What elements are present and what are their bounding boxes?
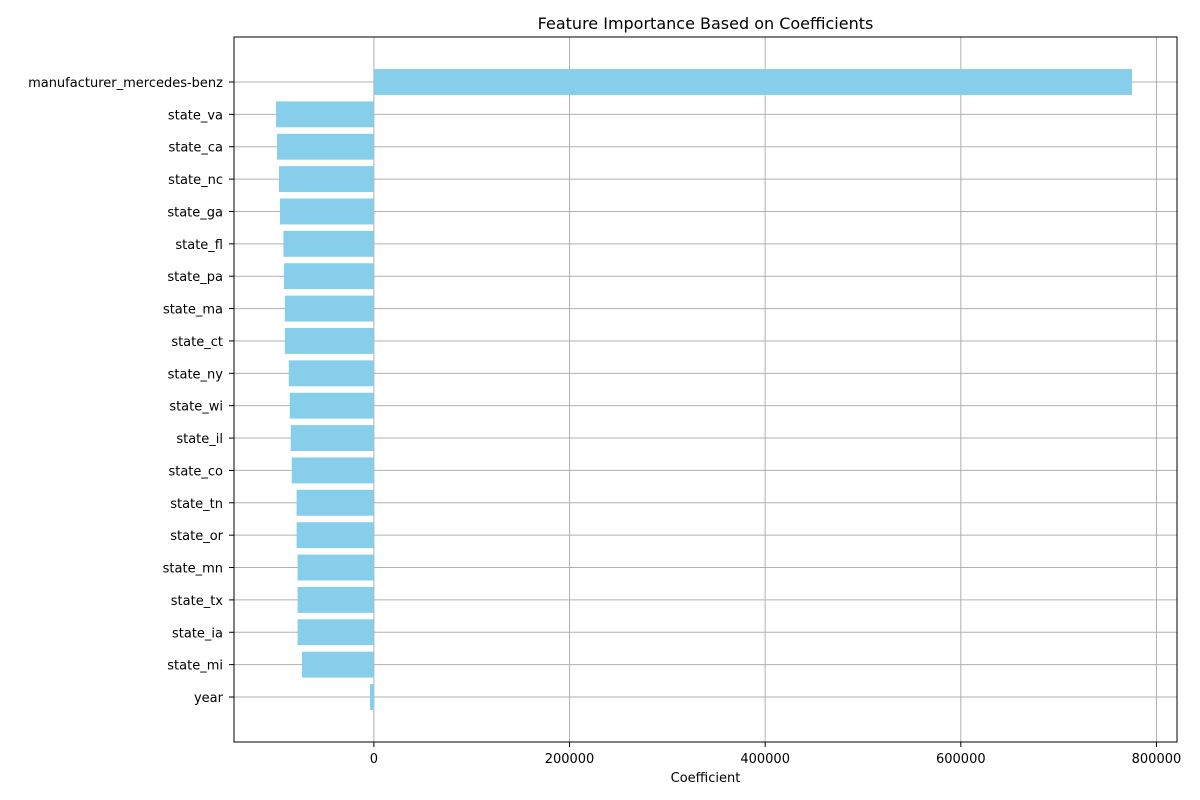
y-tick-label: state_va xyxy=(168,108,223,123)
bar-state_mi xyxy=(301,651,374,678)
bar-manufacturer_mercedes-benz xyxy=(373,69,1133,95)
bar-state_or xyxy=(296,522,374,549)
bar-state_tx xyxy=(297,586,374,613)
bar-state_wi xyxy=(289,392,374,419)
y-tick-label: manufacturer_mercedes-benz xyxy=(28,76,223,91)
bar-state_mn xyxy=(297,554,374,581)
bar-state_nc xyxy=(278,166,374,193)
y-tick-label: state_pa xyxy=(167,270,223,285)
y-tick-label: state_co xyxy=(168,464,223,479)
x-tick-labels: 0 200000 400000 600000 800000 xyxy=(370,742,1182,767)
bar-state_co xyxy=(291,457,374,484)
bar-state_ga xyxy=(279,198,374,225)
y-tick-label: year xyxy=(194,691,224,706)
bar-state_pa xyxy=(283,263,374,290)
bar-state_ct xyxy=(284,328,374,354)
y-tick-label: state_ca xyxy=(168,141,223,156)
x-axis-label: Coefficient xyxy=(671,771,741,786)
y-tick-label: state_fl xyxy=(175,238,223,253)
y-tick-label: state_ny xyxy=(168,367,224,382)
plot-frame xyxy=(233,36,1178,743)
bar-state_il xyxy=(290,425,374,451)
bar-year xyxy=(369,684,374,710)
bar-state_ny xyxy=(288,360,374,387)
y-tick-label: state_il xyxy=(176,432,223,447)
y-tick-label: state_tx xyxy=(171,594,224,609)
bar-state_ca xyxy=(277,133,374,160)
y-tick-label: state_or xyxy=(170,529,223,544)
y-tick-label: state_ct xyxy=(171,335,223,350)
bars xyxy=(276,69,1133,710)
y-tick-label: state_ga xyxy=(167,205,223,220)
bar-state_va xyxy=(276,101,374,128)
y-tick-label: state_mn xyxy=(163,562,223,577)
y-tick-label: state_mi xyxy=(167,659,223,674)
y-tick-label: state_nc xyxy=(168,173,223,188)
y-tick-labels: manufacturer_mercedes-benz state_va state_… xyxy=(28,76,234,706)
x-tick-label: 400000 xyxy=(740,752,790,767)
x-tick-label: 200000 xyxy=(545,752,595,767)
bar-state_tn xyxy=(296,489,374,516)
y-tick-label: state_wi xyxy=(169,400,223,415)
y-tick-label: state_ia xyxy=(172,626,223,641)
y-tick-label: state_tn xyxy=(170,497,223,512)
bar-state_ma xyxy=(284,295,374,322)
x-tick-label: 0 xyxy=(370,752,378,767)
bar-state_ia xyxy=(297,619,374,646)
x-tick-label: 800000 xyxy=(1132,752,1182,767)
y-tick-label: state_ma xyxy=(163,303,223,318)
bar-state_fl xyxy=(283,230,374,257)
grid-lines xyxy=(234,37,1177,742)
chart-title: Feature Importance Based on Coefficients xyxy=(538,14,874,33)
x-tick-label: 600000 xyxy=(936,752,986,767)
